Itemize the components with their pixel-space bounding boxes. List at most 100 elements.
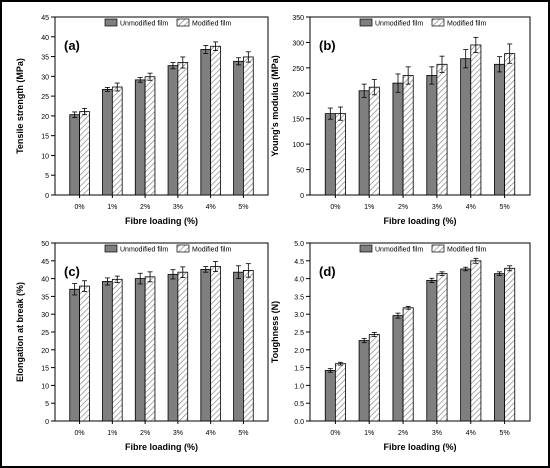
bar-unmodified-2pct [134,278,146,422]
x-axis-label: Fibre loading (%) [384,442,457,452]
x-tick-label: 1% [364,204,374,211]
bar-modified-1pct [111,278,123,422]
legend-label-unmodified: Unmodified film [375,21,423,28]
legend-swatch-unmodified [104,18,118,27]
x-tick-label: 5% [238,204,248,211]
y-tick-label: 5 [45,173,49,180]
legend-label-unmodified: Unmodified film [120,21,168,28]
x-axis-label: Fibre loading (%) [125,442,198,452]
bar-modified-5pct [504,53,516,196]
bar-modified-2pct [144,276,156,422]
y-tick-label: 150 [292,117,304,124]
bar-unmodified-0pct [324,113,336,196]
legend-swatch-modified [431,244,445,253]
legend-swatch-modified [176,244,190,253]
y-tick-label: 1.5 [294,366,304,373]
plot-frame [54,16,269,196]
panel-label: (c) [64,264,80,279]
bar-modified-5pct [504,267,516,422]
y-tick-label: 0 [300,193,304,200]
bar-modified-2pct [402,75,414,196]
bar-unmodified-5pct [233,271,244,422]
bar-unmodified-0pct [324,370,336,422]
bar-modified-1pct [111,86,123,196]
legend-label-modified: Modified film [192,21,231,28]
bar-modified-3pct [436,273,448,422]
y-tick-label: 300 [292,40,304,47]
bar-unmodified-4pct [460,58,472,196]
bar-modified-4pct [470,44,482,196]
y-tick-label: 15 [41,134,49,141]
x-tick-label: 2% [140,204,150,211]
bar-modified-4pct [210,45,221,196]
y-tick-label: 25 [41,94,49,101]
x-tick-label: 4% [466,204,476,211]
legend-label-modified: Modified film [192,247,231,254]
y-tick-label: 30 [41,312,49,319]
bar-unmodified-4pct [460,268,472,422]
y-axis-label: Elongation at break (%) [15,282,25,382]
x-axis-label: Fibre loading (%) [384,216,457,226]
bar-modified-0pct [334,363,346,422]
y-tick-label: 40 [41,277,49,284]
y-tick-label: 4.5 [294,259,304,266]
y-tick-label: 30 [41,74,49,81]
chart-panel-b: 0 50 100 150 200 250 300 350 0% 1% 2% 3% 4% 5% (b) Unmo… [270,15,531,226]
x-tick-label: 5% [500,430,510,437]
bar-modified-0pct [79,111,90,196]
y-tick-label: 20 [41,348,49,355]
y-axis-label: Toughness (N) [270,301,280,363]
bar-modified-4pct [210,266,221,422]
x-tick-label: 2% [398,204,408,211]
x-tick-label: 3% [173,430,183,437]
x-tick-label: 5% [238,430,248,437]
bar-modified-3pct [436,63,448,196]
y-tick-label: 10 [41,153,49,160]
legend: Unmodified film Modified film [359,18,486,28]
y-tick-label: 250 [292,66,304,73]
x-tick-label: 1% [364,430,374,437]
bar-unmodified-1pct [358,340,370,422]
y-tick-label: 100 [292,142,304,149]
y-tick-label: 25 [41,330,49,337]
bar-unmodified-1pct [102,281,113,422]
y-tick-label: 350 [292,15,304,22]
y-tick-label: 1.0 [294,383,304,390]
legend-label-modified: Modified film [447,247,486,254]
y-axis-label: Tensile strength (MPa) [15,58,25,154]
legend: Unmodified film Modified film [104,18,231,28]
legend: Unmodified film Modified film [104,244,231,254]
bar-unmodified-0pct [69,114,80,196]
chart-panel-a: 0 5 10 15 20 25 30 35 40 45 0% 1% 2% 3% 4% 5% (a) Unmodif… [15,15,269,226]
y-tick-label: 45 [41,259,49,266]
legend-label-modified: Modified film [447,21,486,28]
bar-unmodified-3pct [167,65,179,196]
bar-unmodified-2pct [392,315,404,422]
legend-swatch-modified [176,18,190,27]
chart-panel-c: 0 5 10 15 20 25 30 35 40 45 50 0% 1% 2% 3% 4% 5% (c) Unmod… [15,241,269,452]
y-tick-label: 45 [41,15,49,22]
x-tick-label: 5% [500,204,510,211]
y-tick-label: 5.0 [294,241,304,248]
y-tick-label: 0.0 [294,419,304,426]
legend-swatch-unmodified [359,244,373,253]
x-tick-label: 1% [107,430,117,437]
legend-label-unmodified: Unmodified film [375,247,423,254]
panel-label: (b) [319,38,336,53]
y-tick-label: 5 [45,401,49,408]
x-tick-label: 3% [432,204,442,211]
bar-unmodified-5pct [494,273,506,422]
bar-unmodified-3pct [426,75,438,196]
bar-modified-2pct [402,307,414,422]
panels: 0 5 10 15 20 25 30 35 40 45 0% 1% 2% 3% 4% 5% (a) Unmodif… [15,15,531,452]
y-tick-label: 20 [41,114,49,121]
legend-swatch-modified [431,18,445,27]
y-tick-label: 35 [41,55,49,62]
legend-label-unmodified: Unmodified film [120,247,168,254]
x-tick-label: 4% [466,430,476,437]
bar-modified-0pct [79,285,90,422]
y-tick-label: 2.5 [294,330,304,337]
bar-modified-3pct [177,62,189,196]
